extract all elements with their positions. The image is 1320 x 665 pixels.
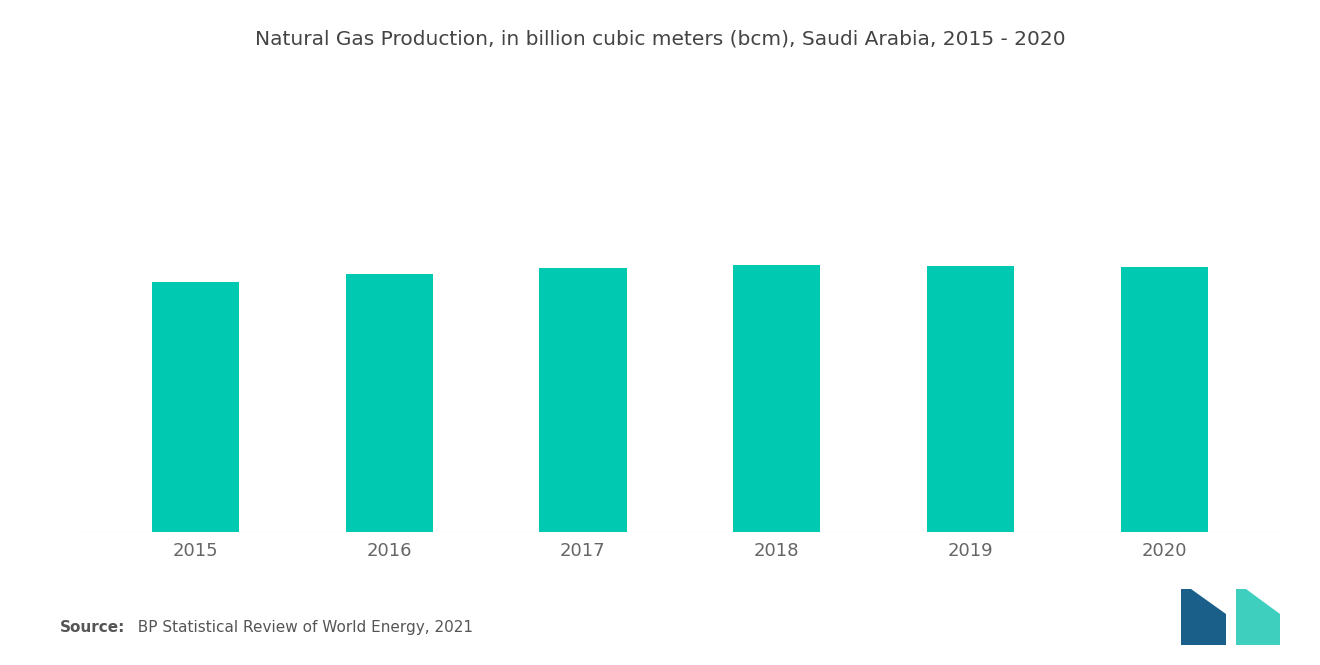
Text: Natural Gas Production, in billion cubic meters (bcm), Saudi Arabia, 2015 - 2020: Natural Gas Production, in billion cubic… (255, 30, 1065, 49)
Polygon shape (1246, 589, 1280, 614)
Polygon shape (1192, 589, 1226, 614)
Bar (346, 274, 433, 532)
Text: Source:: Source: (59, 620, 125, 635)
Bar (1121, 267, 1208, 532)
Bar (1181, 589, 1226, 645)
Bar (733, 265, 820, 532)
Text: BP Statistical Review of World Energy, 2021: BP Statistical Review of World Energy, 2… (128, 620, 473, 635)
Bar (152, 282, 239, 532)
Bar (540, 268, 627, 532)
Bar (1236, 589, 1280, 645)
Bar (927, 266, 1014, 532)
